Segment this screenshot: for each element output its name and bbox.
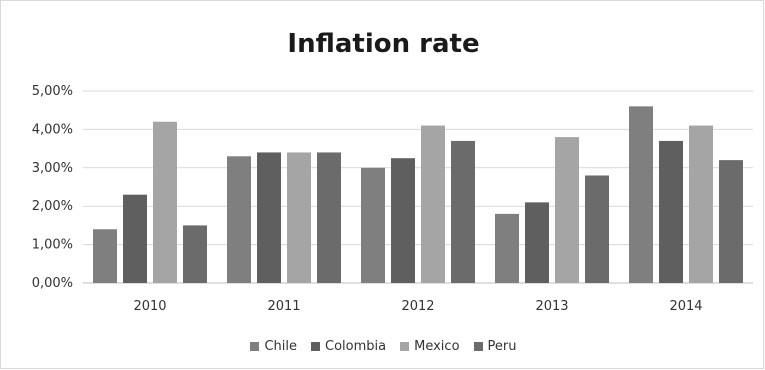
legend-swatch <box>473 342 483 351</box>
bar-chile-2013 <box>495 213 519 283</box>
bar-peru-2010 <box>183 225 207 283</box>
bar-chile-2011 <box>227 156 251 283</box>
legend-label: Chile <box>264 339 298 354</box>
bar-colombia-2010 <box>123 194 147 283</box>
bar-colombia-2014 <box>659 140 683 283</box>
legend-item-chile: Chile <box>250 339 297 354</box>
legend-item-colombia: Colombia <box>311 339 386 354</box>
bar-peru-2011 <box>317 152 341 283</box>
legend-label: Peru <box>487 339 517 354</box>
x-tick-label: 2011 <box>267 299 300 314</box>
bar-chile-2010 <box>93 229 117 283</box>
x-tick-label: 2014 <box>669 299 702 314</box>
legend-item-peru: Peru <box>473 339 517 354</box>
plot-area: 0,00% 1,00% 2,00% 3,00% 4,00% 5,00% 2010 2011 20… <box>32 84 753 314</box>
y-tick-label: 4,00% <box>32 122 73 137</box>
legend-swatch <box>311 342 321 351</box>
y-tick-label: 1,00% <box>32 238 73 253</box>
bar-mexico-2014 <box>689 125 713 283</box>
bar-chile-2014 <box>629 106 653 283</box>
bar-chile-2012 <box>361 167 385 283</box>
y-tick-label: 0,00% <box>32 276 73 291</box>
bar-peru-2014 <box>719 160 743 283</box>
bar-peru-2012 <box>451 140 475 283</box>
x-tick-label: 2013 <box>535 299 568 314</box>
bar-mexico-2012 <box>421 125 445 283</box>
legend-swatch <box>250 342 260 351</box>
x-tick-label: 2010 <box>133 299 166 314</box>
bar-mexico-2010 <box>153 121 177 283</box>
bar-peru-2013 <box>585 175 609 283</box>
bar-mexico-2011 <box>287 152 311 283</box>
chart-title: Inflation rate <box>287 29 480 59</box>
y-tick-label: 3,00% <box>32 161 73 176</box>
bar-colombia-2013 <box>525 202 549 283</box>
bar-mexico-2013 <box>555 137 579 283</box>
y-tick-label: 5,00% <box>32 84 73 99</box>
bar-colombia-2012 <box>391 158 415 283</box>
legend-label: Mexico <box>414 339 460 354</box>
legend-swatch <box>400 342 410 351</box>
x-tick-label: 2012 <box>401 299 434 314</box>
legend-item-mexico: Mexico <box>400 339 460 354</box>
bar-colombia-2011 <box>257 152 281 283</box>
legend: Chile Colombia Mexico Peru <box>1 339 765 354</box>
y-tick-label: 2,00% <box>32 199 73 214</box>
legend-label: Colombia <box>325 339 387 354</box>
